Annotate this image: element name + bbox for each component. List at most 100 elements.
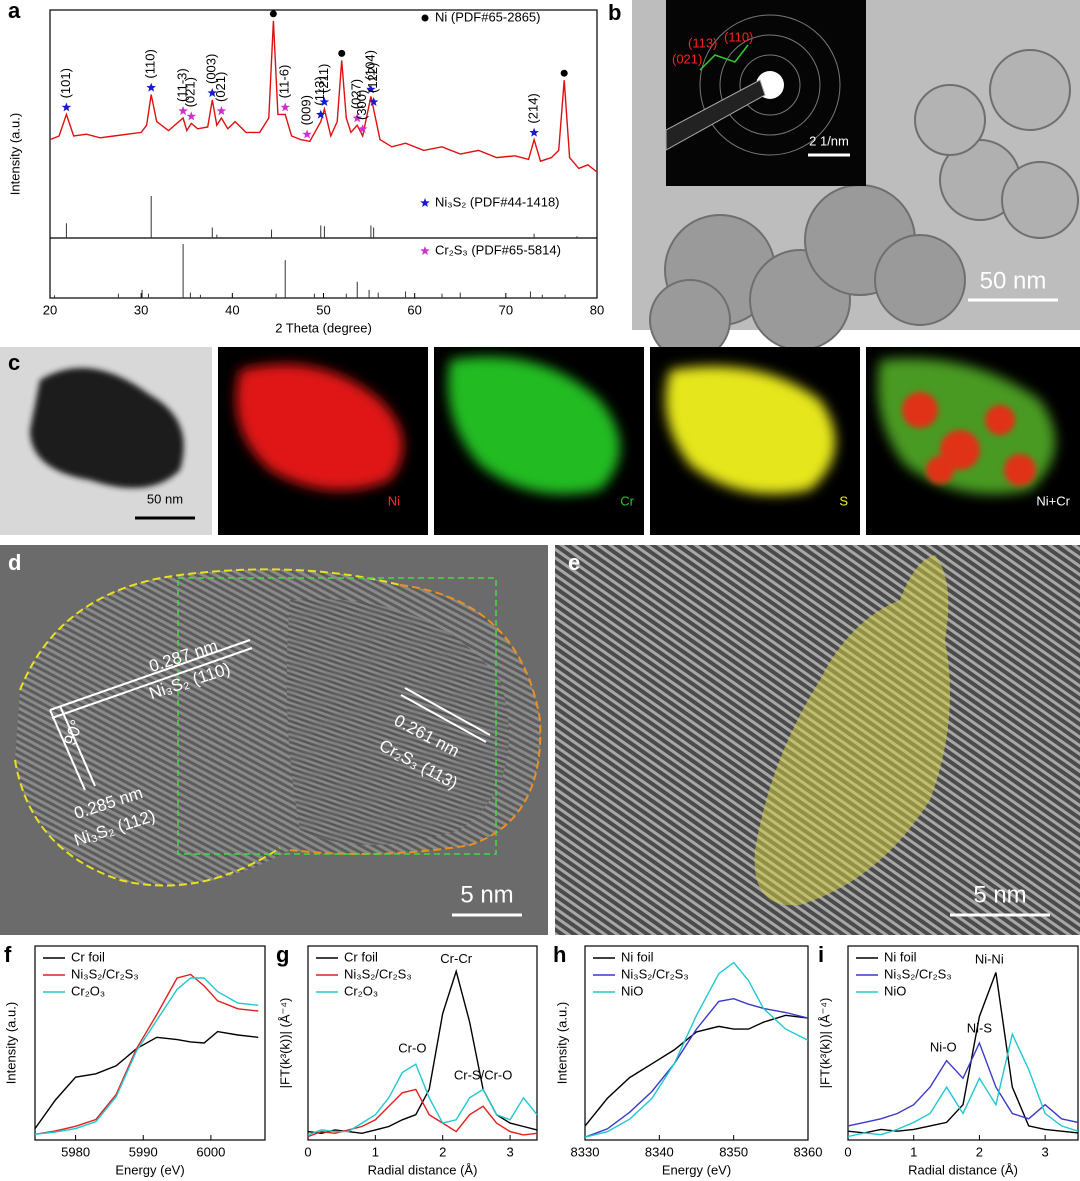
ni-signal — [902, 392, 1036, 486]
peak-annotation: Ni-S — [967, 1020, 993, 1035]
legend-label: Ni foil — [621, 949, 654, 964]
data-line — [307, 1063, 538, 1136]
panel-label: g — [276, 942, 289, 967]
data-line — [34, 977, 259, 1135]
legend-label: Ni₃S₂ (PDF#44-1418) — [435, 194, 560, 209]
panel-label: h — [553, 942, 566, 967]
peak-marker — [146, 82, 156, 92]
legend-label: Ni (PDF#65-2865) — [435, 9, 541, 24]
peak-annotation: Ni-O — [930, 1040, 957, 1055]
cr-signal — [448, 356, 620, 495]
panel-label: b — [608, 0, 621, 25]
peak-label: (211) — [316, 64, 331, 93]
panel-b: (113) (110) (021) 2 1/nm 50 nm b — [608, 0, 1080, 361]
peak-label: (214) — [526, 93, 541, 123]
x-tick-label: 0 — [844, 1144, 851, 1159]
plot-frame — [307, 945, 538, 1141]
peak-marker — [269, 10, 277, 18]
ni-signal — [236, 364, 403, 491]
x-tick-label: 30 — [134, 302, 148, 317]
data-line — [307, 1088, 538, 1138]
map-label: Ni — [388, 493, 400, 508]
x-tick-label: 2 — [976, 1144, 983, 1159]
legend-marker — [420, 246, 430, 255]
peak-label: (11-3) — [175, 68, 190, 102]
outline-ni3s2 — [14, 759, 281, 887]
legend-marker — [420, 198, 430, 207]
legend-label: NiO — [621, 983, 643, 998]
peak-marker — [368, 97, 379, 106]
peak-annotation: Cr-Cr — [440, 951, 472, 966]
index-lines — [699, 44, 749, 71]
legend-label: Cr₂O₃ — [344, 983, 378, 998]
scale-label: 5 nm — [973, 881, 1026, 908]
peak-marker — [529, 127, 539, 137]
x-axis-label: Radial distance (Å) — [908, 1162, 1018, 1177]
highlight — [754, 555, 950, 906]
plot-frame — [584, 945, 809, 1141]
peak-marker — [357, 124, 368, 133]
panel-label: f — [4, 942, 12, 967]
data-line — [49, 20, 598, 173]
map-label: S — [839, 493, 848, 508]
data-line — [847, 1032, 1079, 1138]
legend-marker — [421, 14, 429, 22]
beam-stopper — [665, 79, 766, 151]
legend-label: Ni foil — [884, 949, 917, 964]
x-tick-label: 8350 — [719, 1144, 748, 1159]
peak-label: (300) — [354, 90, 369, 120]
zoom-box — [177, 577, 497, 855]
x-axis-label: Radial distance (Å) — [368, 1162, 478, 1177]
x-tick-label: 20 — [43, 302, 57, 317]
legend-label: Ni₃S₂/Cr₂S₃ — [621, 966, 689, 981]
inset-label: (113) — [688, 35, 717, 50]
peak-marker — [178, 106, 188, 115]
legend-label: Ni₃S₂/Cr₂S₃ — [71, 966, 139, 981]
peak-marker — [186, 111, 197, 121]
peak-label: (110) — [143, 49, 158, 78]
peak-label: (021) — [213, 72, 228, 102]
panel-label: e — [568, 550, 580, 575]
peak-label: (104) — [362, 50, 377, 80]
map-label: Ni+Cr — [1036, 493, 1070, 508]
data-line — [847, 1041, 1079, 1127]
y-axis-label: |FT(k³(k))| (Å⁻⁴) — [817, 998, 832, 1089]
x-tick-label: 6000 — [196, 1144, 225, 1159]
peak-marker — [216, 106, 227, 115]
map-label: Cr — [620, 493, 634, 508]
panel-label: a — [8, 0, 21, 23]
x-tick-label: 3 — [506, 1144, 513, 1159]
plot-frame — [847, 945, 1079, 1141]
peak-label: (122) — [365, 63, 380, 93]
y-axis-label: Intensity (a.u.) — [7, 113, 22, 195]
peak-label: (11-6) — [277, 65, 292, 99]
diffraction-rings — [699, 14, 841, 156]
peak-label: (021) — [183, 77, 198, 107]
x-tick-label: 40 — [225, 302, 239, 317]
peak-label: (113) — [312, 76, 327, 105]
peak-marker — [302, 129, 312, 139]
x-tick-label: 1 — [372, 1144, 379, 1159]
legend-label: Cr₂O₃ — [71, 983, 105, 998]
x-tick-label: 50 — [316, 302, 330, 317]
x-tick-label: 80 — [590, 302, 604, 317]
panel-d: 0.287 nm Ni₃S₂ (110) 90° 0.285 nm Ni₃S₂ … — [0, 545, 548, 935]
legend-label: Ni₃S₂/Cr₂S₃ — [884, 966, 952, 981]
peak-marker — [352, 113, 362, 123]
peak-annotation: Cr-S/Cr-O — [454, 1067, 513, 1082]
peak-marker — [207, 88, 217, 97]
peak-marker — [338, 49, 346, 57]
plot-frame — [34, 945, 266, 1141]
x-tick-label: 8360 — [794, 1144, 823, 1159]
lattice — [286, 599, 509, 845]
peak-marker — [560, 69, 568, 77]
scale-label: 50 nm — [980, 267, 1047, 294]
outline-cr2s3 — [289, 584, 542, 855]
panel-label: i — [818, 942, 824, 967]
outline-ni3s2 — [19, 568, 401, 691]
panel-e: 5 nm e — [555, 545, 1080, 935]
panel-label: c — [8, 350, 20, 375]
peak-marker — [316, 109, 326, 119]
x-tick-label: 5990 — [129, 1144, 158, 1159]
